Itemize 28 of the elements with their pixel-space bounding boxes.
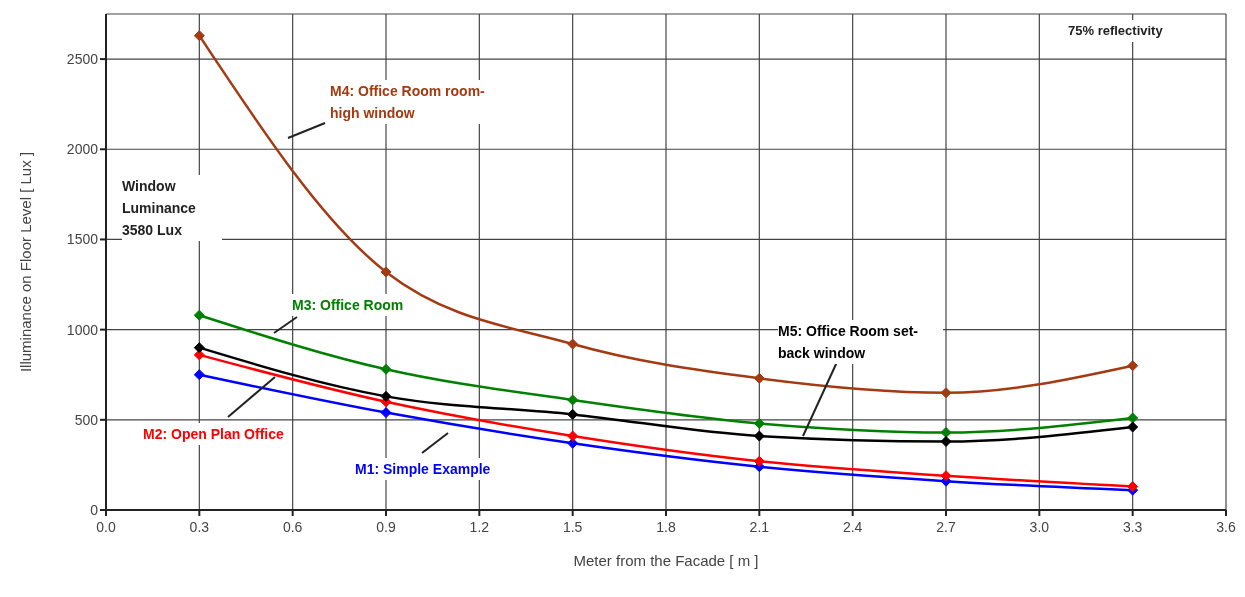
y-tick-label: 500 [74, 411, 99, 428]
y-tick-label: 0 [90, 501, 99, 518]
annotation: 75% reflectivity [1068, 20, 1163, 42]
x-axis-title: Meter from the Facade [ m ] [573, 552, 759, 569]
x-tick-label: 3.0 [1029, 518, 1050, 535]
x-tick-label: 1.8 [656, 518, 676, 535]
x-tick-label: 2.4 [842, 518, 863, 535]
x-tick-label: 1.2 [469, 518, 490, 535]
x-tick-label: 0.6 [282, 518, 303, 535]
y-tick-label: 2000 [66, 141, 99, 158]
x-tick-label: 3.6 [1216, 518, 1236, 535]
y-tick-label: 1000 [66, 321, 99, 338]
text: M2: Open Plan Office [143, 423, 284, 445]
x-tick-label: 0.3 [189, 518, 210, 535]
y-tick-label: 1500 [66, 231, 99, 248]
text: M5: Office Room set-back window [778, 320, 943, 364]
y-tick-label: 2500 [66, 51, 99, 68]
y-axis-title: Illuminance on Floor Level [ Lux ] [17, 151, 35, 373]
text: M4: Office Room room-high window [330, 80, 500, 124]
x-tick-label: 1.5 [562, 518, 583, 535]
x-tick-label: 0.9 [376, 518, 396, 535]
x-tick-label: 2.7 [936, 518, 956, 535]
x-tick-label: 3.3 [1122, 518, 1143, 535]
x-tick-label: 0.0 [96, 518, 116, 535]
text: M3: Office Room [292, 294, 404, 316]
x-tick-label: 2.1 [749, 518, 770, 535]
annotation: Window Luminance 3580 Lux [122, 175, 222, 241]
text: M1: Simple Example [355, 458, 491, 480]
